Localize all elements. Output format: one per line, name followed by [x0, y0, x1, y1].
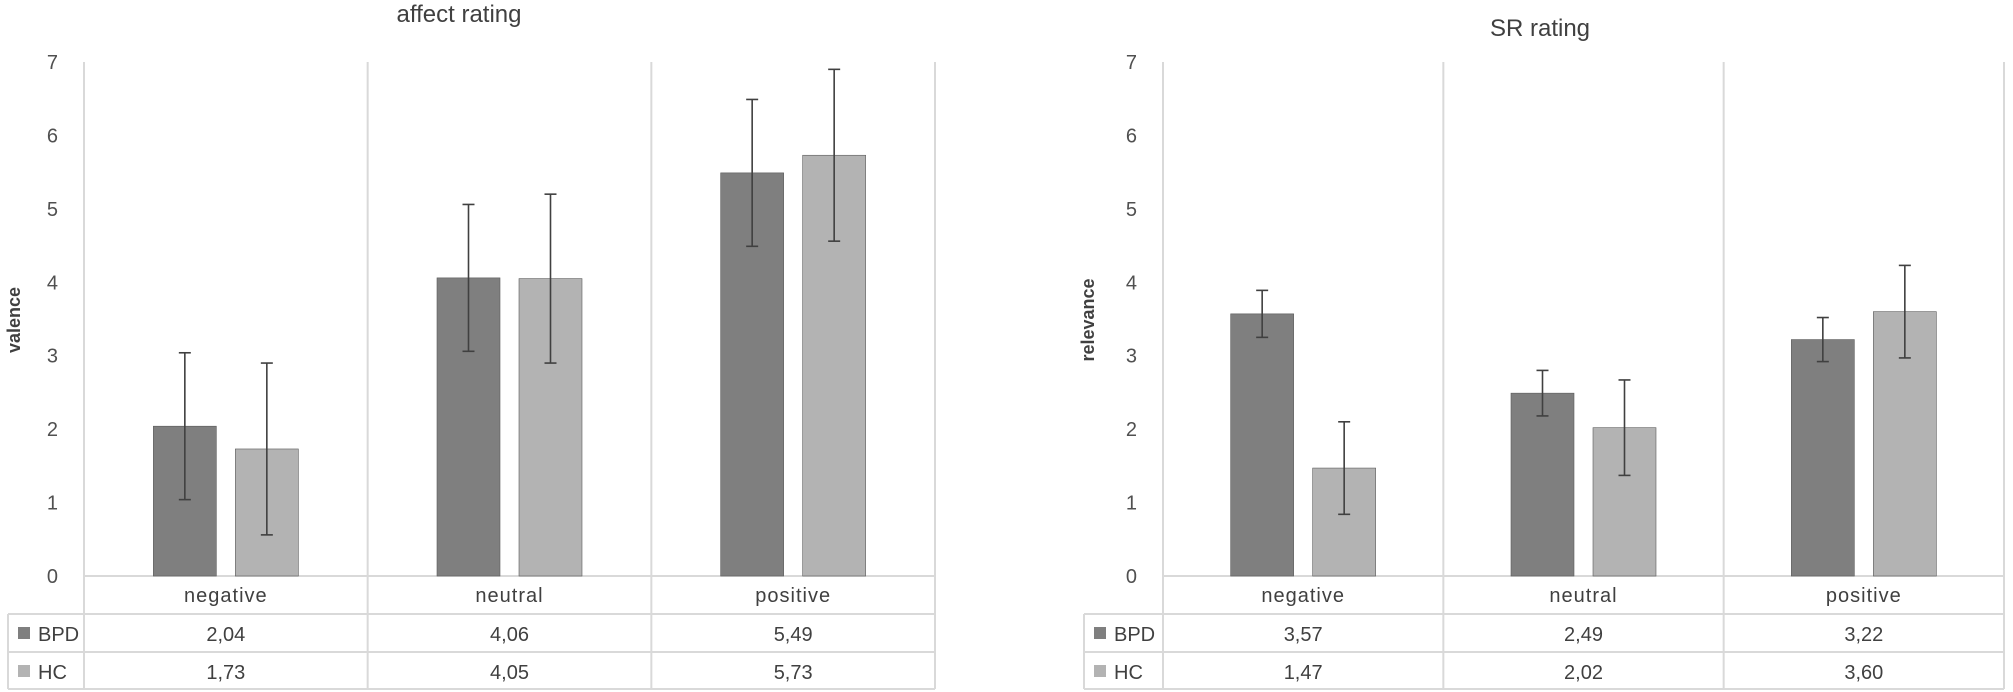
data-label: 1,73: [206, 662, 245, 684]
legend-label: BPD: [1114, 624, 1155, 646]
bar-BPD-neutral: [1510, 392, 1575, 577]
y-tick-label: 4: [1126, 272, 1137, 294]
legend-swatch-BPD: [1094, 627, 1106, 639]
data-label: 5,49: [774, 624, 813, 646]
data-label: 3,57: [1284, 624, 1323, 646]
y-tick-label: 6: [1126, 125, 1137, 147]
legend-label: BPD: [38, 624, 79, 646]
data-label: 4,06: [490, 624, 529, 646]
chart-panel-2: SR rating relevance 0 1 2 3 4 5 6 7 negative 3,57 1,…: [1078, 15, 2005, 690]
y-tick-label: 1: [47, 493, 58, 515]
x-tick-label: positive: [755, 585, 831, 607]
y-tick-label: 5: [1126, 199, 1137, 221]
data-label: 5,73: [774, 662, 813, 684]
x-tick-label: neutral: [475, 585, 543, 607]
chart-panel-1: affect rating valence 0 1 2 3 4 5 6 7 negative 2,04…: [4, 1, 936, 690]
data-label: 2,02: [1564, 662, 1603, 684]
y-tick-label: 3: [1126, 346, 1137, 368]
legend-swatch-BPD: [18, 627, 30, 639]
y-tick-label: 5: [47, 199, 58, 221]
y-tick-label: 7: [47, 52, 58, 74]
data-label: 4,05: [490, 662, 529, 684]
y-axis-label: valence: [4, 287, 24, 353]
data-label: 3,60: [1844, 662, 1883, 684]
data-label: 3,22: [1844, 624, 1883, 646]
data-label: 2,49: [1564, 624, 1603, 646]
x-tick-label: negative: [1261, 585, 1345, 607]
y-tick-label: 2: [47, 419, 58, 441]
y-tick-label: 2: [1126, 419, 1137, 441]
data-label: 2,04: [206, 624, 245, 646]
y-tick-label: 3: [47, 346, 58, 368]
chart-title: SR rating: [1490, 15, 1590, 42]
y-tick-label: 4: [47, 272, 58, 294]
chart-title: affect rating: [397, 1, 522, 28]
x-tick-label: negative: [184, 585, 268, 607]
legend-swatch-HC: [1094, 665, 1106, 677]
x-tick-label: positive: [1826, 585, 1902, 607]
legend-label: HC: [1114, 662, 1143, 684]
y-tick-label: 0: [47, 566, 58, 588]
y-axis-label: relevance: [1078, 278, 1098, 361]
x-tick-label: neutral: [1549, 585, 1617, 607]
bar-BPD-negative: [1230, 313, 1294, 577]
y-tick-label: 0: [1126, 566, 1137, 588]
data-label: 1,47: [1284, 662, 1323, 684]
y-tick-label: 7: [1126, 52, 1137, 74]
bar-BPD-positive: [1791, 339, 1855, 577]
y-tick-label: 1: [1126, 493, 1137, 515]
y-tick-label: 6: [47, 125, 58, 147]
legend-swatch-HC: [18, 665, 30, 677]
legend-label: HC: [38, 662, 67, 684]
